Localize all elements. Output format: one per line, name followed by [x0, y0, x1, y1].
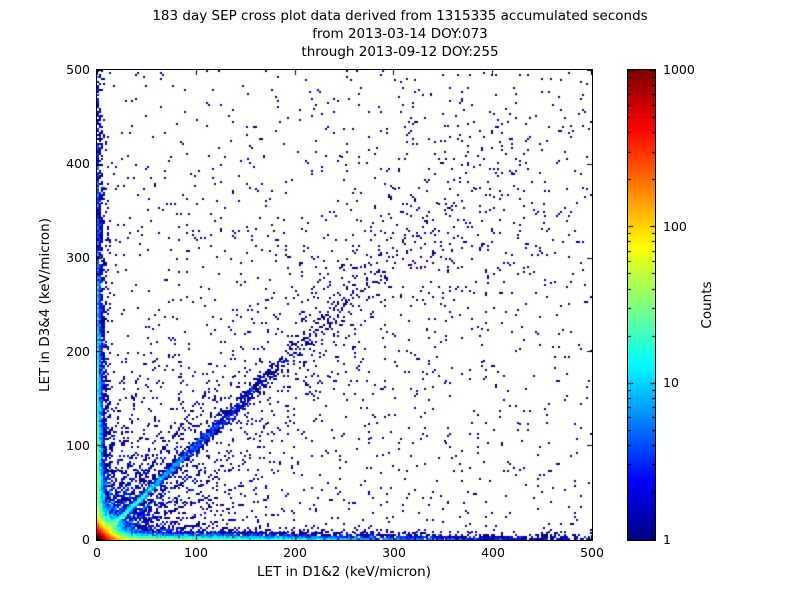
colorbar-tick-label: 10	[663, 375, 679, 391]
x-axis-label: LET in D1&2 (keV/micron)	[257, 564, 431, 580]
chart-title-line3: through 2013-09-12 DOY:255	[301, 44, 499, 60]
chart-title-block: 183 day SEP cross plot data derived from…	[0, 7, 800, 61]
scatter-density-plot-canvas	[96, 69, 593, 541]
x-tick-label: 300	[382, 545, 406, 560]
y-tick-label: 200	[66, 344, 90, 359]
chart-title-line1: 183 day SEP cross plot data derived from…	[152, 8, 648, 24]
y-tick-label: 500	[66, 62, 90, 77]
x-tick-label: 100	[184, 545, 208, 560]
x-tick-label: 400	[481, 545, 505, 560]
colorbar-tick-label: 1	[663, 532, 671, 547]
colorbar-tick-label: 1000	[663, 62, 695, 77]
y-tick-label: 100	[66, 438, 90, 453]
colorbar-canvas	[627, 69, 656, 541]
colorbar-tick-label: 100	[663, 218, 687, 234]
y-tick-label: 300	[66, 250, 90, 265]
y-axis-label: LET in D3&4 (keV/micron)	[37, 218, 53, 392]
chart-title-line2: from 2013-03-14 DOY:073	[312, 26, 488, 42]
x-tick-label: 0	[93, 545, 101, 560]
x-tick-label: 200	[283, 545, 307, 560]
y-tick-label: 400	[66, 156, 90, 171]
y-tick-label: 0	[82, 532, 90, 547]
colorbar-axis-label: Counts	[699, 281, 715, 329]
x-tick-label: 500	[580, 545, 604, 560]
